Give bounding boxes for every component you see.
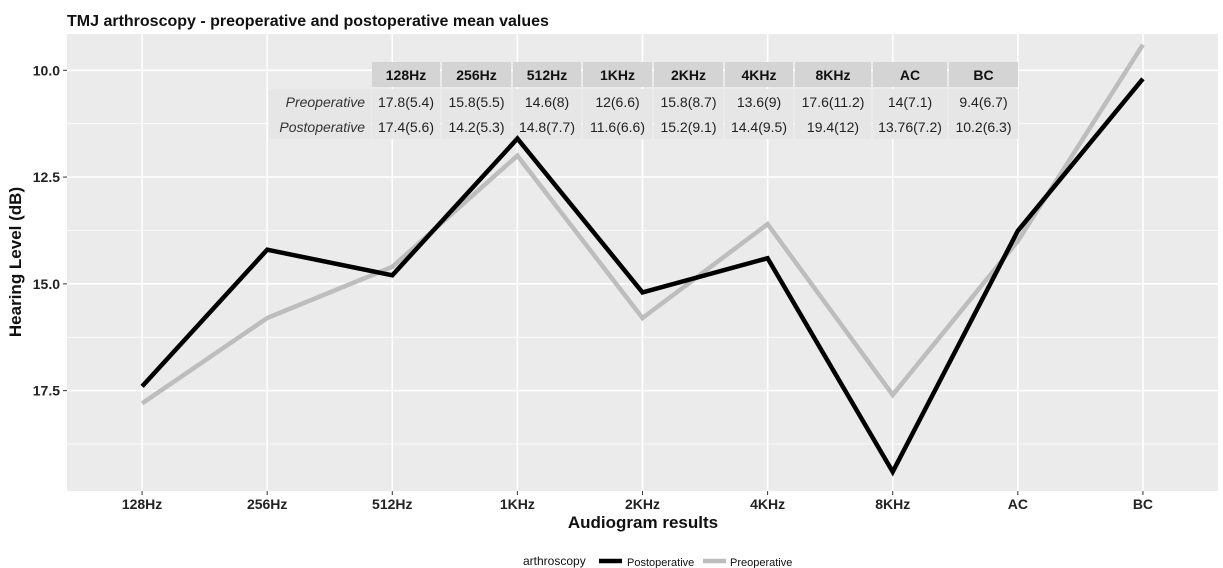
table-header-label: 8KHz (815, 67, 850, 83)
table-cell (654, 114, 723, 139)
table-cell-value: 19.4(12) (807, 119, 859, 135)
y-tick-label: 12.5 (33, 169, 60, 185)
table-header-label: 4KHz (741, 67, 776, 83)
table-header-label: 1KHz (600, 67, 635, 83)
x-tick-label: 128Hz (122, 496, 162, 512)
table-cell-value: 17.8(5.4) (378, 94, 434, 110)
table-row-label: Preoperative (286, 94, 366, 110)
chart-title: TMJ arthroscopy - preoperative and posto… (67, 13, 549, 30)
table-cell (372, 114, 440, 139)
series-line-preoperative (140, 43, 1145, 406)
grid-layer (67, 34, 1218, 491)
x-tick-label: BC (1133, 496, 1153, 512)
table-cell (873, 114, 947, 139)
table-cell (513, 114, 581, 139)
y-tick-label: 17.5 (33, 383, 60, 399)
table-cell (949, 89, 1018, 114)
table-cell-value: 14.4(9.5) (731, 119, 787, 135)
table-cell-value: 14.6(8) (525, 94, 569, 110)
legend-title: arthroscopy (523, 554, 586, 568)
table-header-label: 512Hz (527, 67, 567, 83)
table-cell (583, 89, 652, 114)
table-header-label: 2KHz (671, 67, 706, 83)
table-cell (442, 114, 511, 139)
table-cell (873, 89, 947, 114)
table-header-cell (513, 62, 581, 87)
table-cell-value: 15.8(8.7) (660, 94, 716, 110)
table-cell (372, 89, 440, 114)
table-cell (513, 89, 581, 114)
table-cell (725, 114, 793, 139)
table-header-cell (372, 62, 440, 87)
legend-label-postoperative: Postoperative (627, 557, 694, 568)
x-tick-label: 1KHz (500, 496, 535, 512)
x-tick-label: 256Hz (247, 496, 287, 512)
table-header-cell (442, 62, 511, 87)
x-tick-label: 8KHz (875, 496, 910, 512)
table-header-cell (654, 62, 723, 87)
table-cell (583, 114, 652, 139)
table-cell (795, 89, 871, 114)
table-row-label-cell (269, 89, 371, 114)
y-tick-label: 10.0 (33, 62, 60, 78)
table-cell-value: 13.76(7.2) (878, 119, 942, 135)
table-row-label: Postoperative (279, 119, 365, 135)
table-cell-value: 14.2(5.3) (448, 119, 504, 135)
legend: arthroscopy Postoperative Preoperative (523, 554, 792, 568)
table-header-cell (949, 62, 1018, 87)
table-cell-value: 14.8(7.7) (519, 119, 575, 135)
table-header-cell (725, 62, 793, 87)
table-cell (654, 89, 723, 114)
table-cell-value: 12(6.6) (595, 94, 639, 110)
table-cell (442, 89, 511, 114)
x-axis-title: Audiogram results (568, 513, 718, 532)
x-tick-label: AC (1008, 496, 1028, 512)
table-cell-value: 10.2(6.3) (955, 119, 1011, 135)
table-cell (795, 114, 871, 139)
x-tick-label: 4KHz (750, 496, 785, 512)
x-tick-label: 512Hz (372, 496, 412, 512)
table-header-label: 256Hz (456, 67, 496, 83)
table-cell-value: 15.8(5.5) (448, 94, 504, 110)
axis-layer: 10.0 12.5 15.0 17.5 128Hz 256Hz 512Hz 1KHz 2KHz 4… (33, 62, 1153, 512)
table-cell (725, 89, 793, 114)
table-cell (949, 114, 1018, 139)
table-header-label: BC (973, 67, 993, 83)
table-header-cell (795, 62, 871, 87)
x-tick-label: 2KHz (625, 496, 660, 512)
table-cell-value: 13.6(9) (737, 94, 781, 110)
table-header-label: 128Hz (386, 67, 426, 83)
y-axis-title: Hearing Level (dB) (6, 187, 25, 337)
series-line-postoperative (140, 77, 1145, 477)
table-header-cell (583, 62, 652, 87)
summary-table: 128Hz 256Hz 512Hz 1KHz 2KHz 4KHz 8KHz AC BC Preop… (269, 62, 1018, 139)
table-cell-value: 15.2(9.1) (660, 119, 716, 135)
y-tick-label: 15.0 (33, 276, 60, 292)
table-cell-value: 9.4(6.7) (959, 94, 1007, 110)
table-cell-value: 17.4(5.6) (378, 119, 434, 135)
table-cell-value: 14(7.1) (888, 94, 932, 110)
legend-label-preoperative: Preoperative (730, 557, 792, 568)
table-header-label: AC (900, 67, 920, 83)
table-cell-value: 11.6(6.6) (590, 119, 645, 135)
series-layer (140, 43, 1145, 477)
table-row-label-cell (269, 114, 371, 139)
table-header-cell (873, 62, 947, 87)
table-cell-value: 17.6(11.2) (802, 94, 865, 110)
